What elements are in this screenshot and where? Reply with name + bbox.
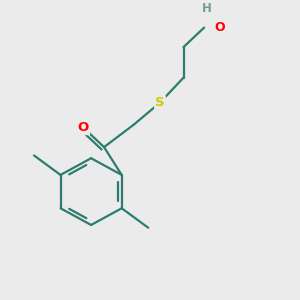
Text: H: H bbox=[202, 2, 212, 15]
Text: O: O bbox=[214, 21, 225, 34]
Text: S: S bbox=[155, 96, 165, 109]
Text: O: O bbox=[78, 121, 89, 134]
